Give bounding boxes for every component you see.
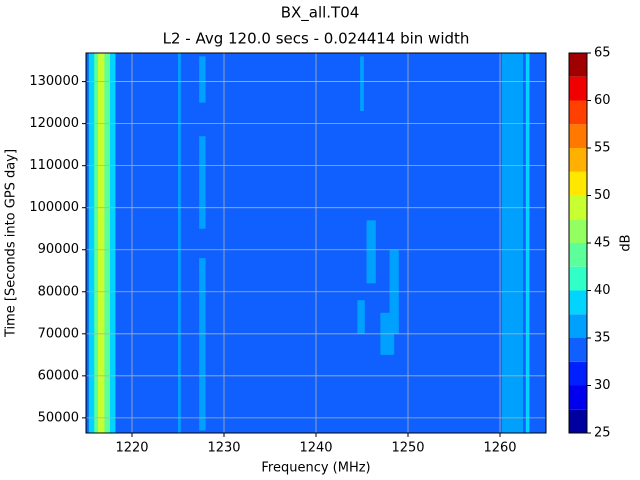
colorbar-swatch [569, 290, 587, 315]
colorbar-swatch [569, 124, 587, 148]
colorbar-swatch [569, 243, 587, 267]
colorbar-label: dB [619, 234, 634, 251]
colorbar-swatch [569, 361, 587, 386]
x-tick-label: 1220 [115, 441, 148, 456]
x-axis-label: Frequency (MHz) [261, 461, 370, 476]
heat-region [360, 56, 364, 112]
x-tick-label: 1250 [391, 441, 424, 456]
heat-region [178, 53, 181, 433]
colorbar-swatch [569, 100, 587, 125]
heat-region [199, 258, 206, 431]
heat-region [357, 300, 365, 334]
heat-region [366, 220, 376, 284]
colorbar-tick-label: 65 [594, 46, 611, 61]
chart-subtitle: L2 - Avg 120.0 secs - 0.024414 bin width [163, 30, 470, 48]
y-tick-label: 120000 [29, 116, 79, 131]
colorbar-tick-label: 45 [594, 236, 611, 251]
colorbar-tick-label: 60 [594, 93, 611, 108]
y-tick-label: 80000 [38, 284, 79, 299]
colorbar-swatch [569, 338, 587, 362]
colorbar-tick-label: 30 [594, 378, 611, 393]
heat-region [97, 53, 105, 433]
y-axis-label: Time [Seconds into GPS day] [4, 149, 19, 338]
colorbar-swatch [569, 195, 587, 220]
colorbar-tick-label: 35 [594, 331, 611, 346]
heat-region [525, 53, 530, 433]
y-tick-label: 110000 [29, 158, 79, 173]
plot-frame [85, 52, 547, 434]
heat-region [501, 53, 523, 433]
y-tick-label: 60000 [38, 368, 79, 383]
colorbar-tick-label: 55 [594, 141, 611, 156]
x-tick-label: 1230 [207, 441, 240, 456]
colorbar-frame [568, 52, 588, 434]
y-tick-label: 50000 [38, 410, 79, 425]
colorbar-tick-label: 50 [594, 188, 611, 203]
colorbar-swatch [569, 409, 587, 433]
colorbar-swatch [569, 219, 587, 243]
heat-region [199, 136, 206, 229]
y-tick-label: 70000 [38, 326, 79, 341]
x-tick-label: 1260 [483, 441, 516, 456]
colorbar-tick-label: 40 [594, 283, 611, 298]
colorbar-swatch [569, 314, 587, 338]
y-tick-label: 130000 [29, 74, 79, 89]
colorbar-swatch [569, 266, 587, 291]
y-tick-label: 90000 [38, 242, 79, 257]
x-tick-label: 1240 [299, 441, 332, 456]
y-tick-label: 100000 [29, 200, 79, 215]
colorbar-tick-label: 25 [594, 426, 611, 441]
colorbar-swatch [569, 148, 587, 172]
chart-title: BX_all.T04 [281, 4, 360, 23]
colorbar-swatch [569, 53, 587, 77]
axes: 1220 1230 1240 1250 1260 50000 60000 70000 80000… [29, 46, 610, 456]
colorbar-swatch [569, 385, 587, 410]
colorbar-swatch [569, 76, 587, 101]
colorbar-swatch [569, 171, 587, 196]
heat-region [199, 56, 206, 103]
